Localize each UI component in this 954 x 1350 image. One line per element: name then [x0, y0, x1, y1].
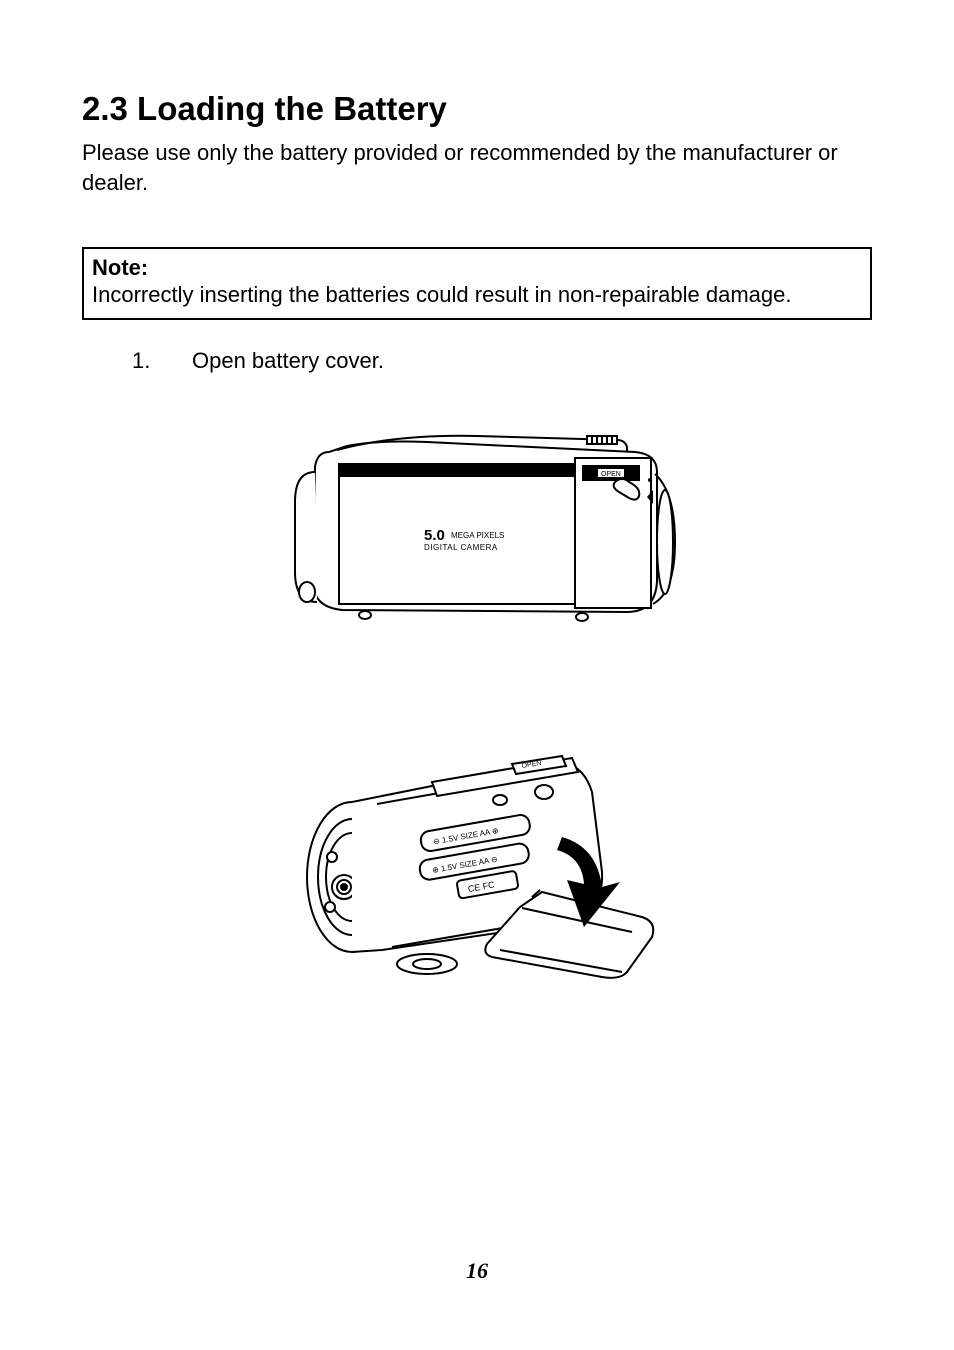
- step-text: Open battery cover.: [192, 348, 384, 374]
- intro-paragraph: Please use only the battery provided or …: [82, 138, 872, 197]
- digital-camera-label: DIGITAL CAMERA: [424, 543, 498, 552]
- megapixels-value: 5.0: [424, 527, 445, 544]
- note-label: Note:: [92, 255, 862, 281]
- open-label-1: OPEN: [601, 471, 621, 478]
- camcorder-battery-open: ⊖ 1.5V SIZE AA ⊕ ⊕ 1.5V SIZE AA ⊖ CE FC …: [282, 722, 672, 1002]
- figure-1-wrap: 5.0 MEGA PIXELS DIGITAL CAMERA OPEN: [82, 412, 872, 642]
- note-text: Incorrectly inserting the batteries coul…: [92, 281, 862, 310]
- step-row: 1. Open battery cover.: [82, 348, 872, 374]
- page-number: 16: [0, 1258, 954, 1284]
- step-number: 1.: [132, 348, 192, 374]
- figure-2-wrap: ⊖ 1.5V SIZE AA ⊕ ⊕ 1.5V SIZE AA ⊖ CE FC …: [82, 722, 872, 1002]
- megapixels-label: MEGA PIXELS: [451, 531, 504, 540]
- camcorder-side-view: 5.0 MEGA PIXELS DIGITAL CAMERA OPEN: [277, 412, 677, 642]
- note-box: Note: Incorrectly inserting the batterie…: [82, 247, 872, 320]
- section-heading: 2.3 Loading the Battery: [82, 90, 872, 128]
